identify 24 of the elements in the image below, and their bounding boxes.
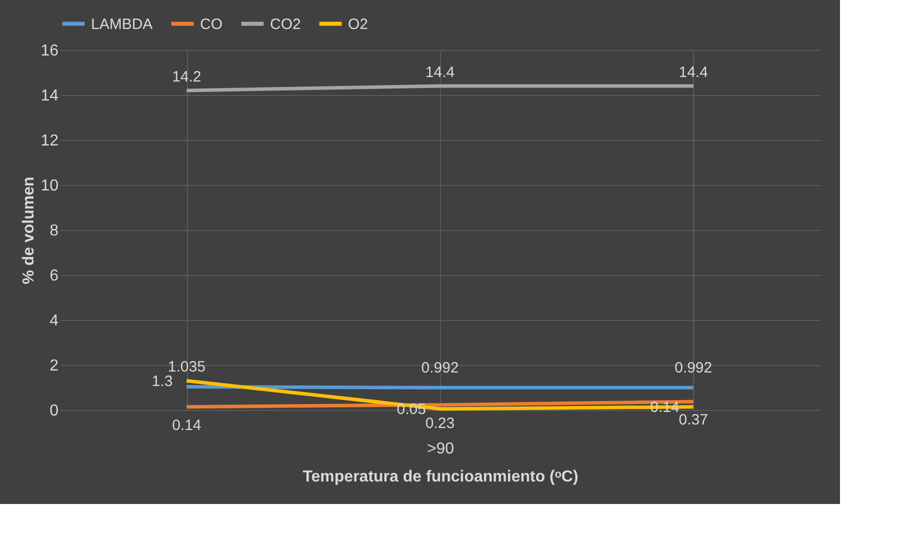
legend-label: LAMBDA xyxy=(91,16,153,33)
y-axis-title: % de volumen xyxy=(20,176,38,284)
x-tick-label: >90 xyxy=(426,440,454,458)
y-tick-label: 16 xyxy=(40,42,59,60)
y-tick-label: 6 xyxy=(50,268,59,284)
data-label: 0.14 xyxy=(172,416,202,434)
data-label: 0.23 xyxy=(425,414,455,432)
y-tick-label: 4 xyxy=(50,312,59,330)
data-label: 14.4 xyxy=(678,64,708,81)
legend-label: O2 xyxy=(348,16,368,33)
legend-label: CO2 xyxy=(270,16,301,33)
y-tick-label: 10 xyxy=(40,178,59,194)
y-tick-label: 12 xyxy=(40,132,59,150)
y-tick-label: 0 xyxy=(50,402,59,420)
data-label: 0.992 xyxy=(421,360,459,377)
y-tick-label: 8 xyxy=(50,222,59,240)
data-label: 14.2 xyxy=(172,68,202,86)
y-tick-label: 2 xyxy=(50,358,59,374)
data-label: 0.37 xyxy=(678,412,708,429)
y-tick-label: 14 xyxy=(40,88,59,104)
data-label: 14.4 xyxy=(425,64,455,81)
x-axis-title: Temperatura de funcioanmiento (ᵒC) xyxy=(302,468,578,486)
data-label: 0.992 xyxy=(674,360,712,377)
legend-label: CO xyxy=(200,16,222,33)
